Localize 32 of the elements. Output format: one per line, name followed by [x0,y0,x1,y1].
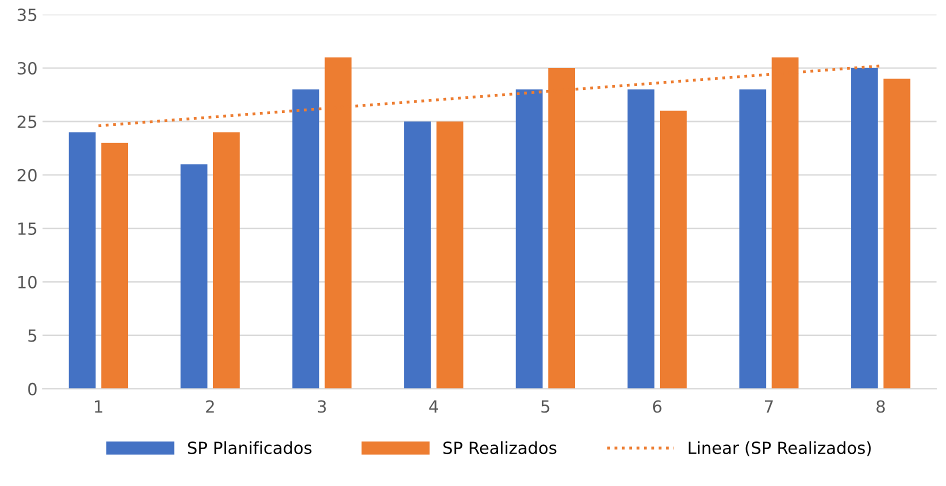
x-tick-label: 6 [653,400,662,413]
y-tick-label: 5 [28,330,36,342]
y-tick-label: 10 [18,276,37,288]
x-tick-label: 5 [541,400,550,413]
bar [883,78,910,389]
bar [436,122,464,389]
bar [516,89,543,389]
y-tick-label: 0 [28,382,37,396]
x-tick-label: 2 [206,400,214,413]
x-tick-label: 3 [318,400,326,413]
legend-label: SP Planificados [188,441,312,454]
y-tick-label: 25 [18,115,36,128]
bar [739,89,766,389]
y-tick-label: 20 [18,168,37,182]
bar [101,142,128,389]
bar [180,164,208,389]
bar [68,132,96,389]
y-tick-label: 15 [18,222,36,235]
x-tick-label: 7 [764,400,773,413]
bar [292,89,320,389]
legend-label: Linear (SP Realizados) [688,441,871,456]
y-tick-label: 35 [18,8,36,22]
y-tick-label: 30 [18,62,37,75]
legend-label: SP Realizados [443,441,556,454]
x-tick-label: 8 [876,400,885,413]
x-tick-label: 4 [429,400,438,413]
bar [851,68,878,389]
bar [660,110,687,389]
x-tick-label: 1 [94,400,102,413]
bar [212,132,240,389]
bar [628,89,654,389]
bar [404,122,431,389]
